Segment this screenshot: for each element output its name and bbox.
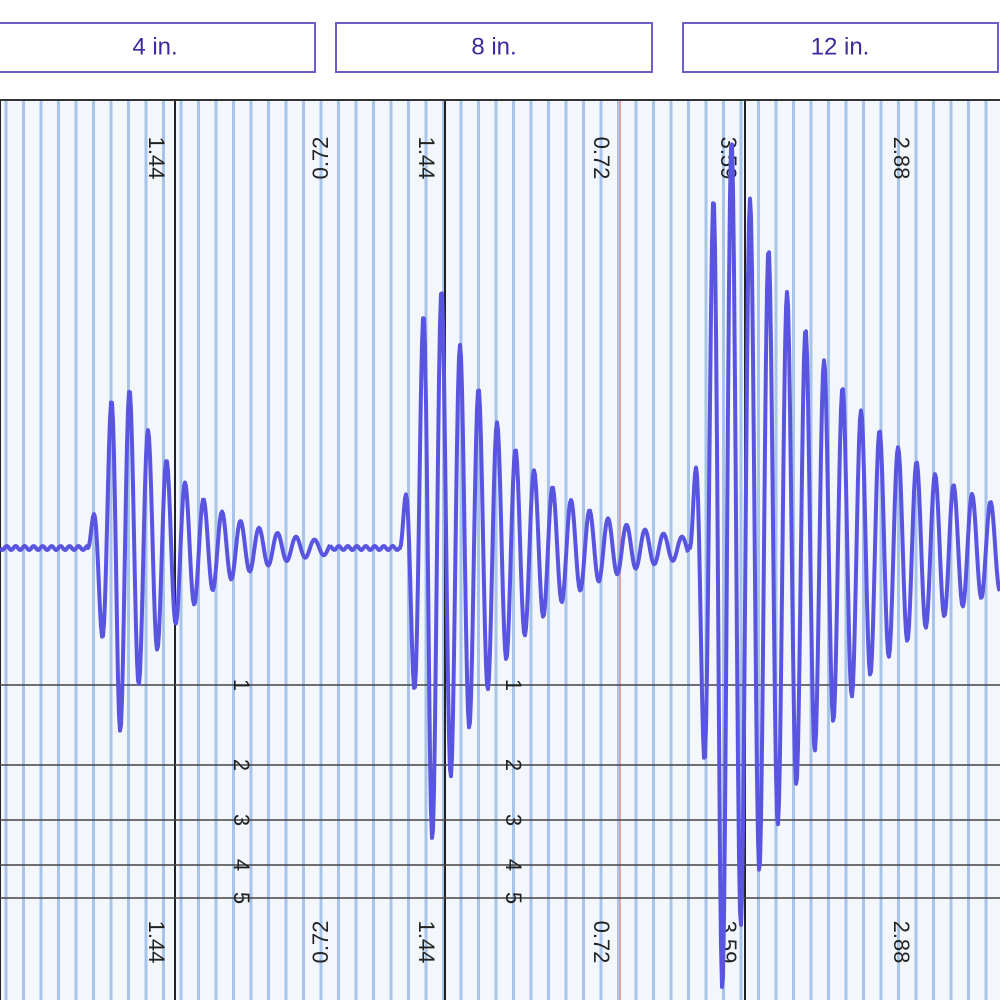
- tab-label[interactable]: 8 in.: [471, 33, 516, 60]
- top-label: 0.72: [589, 137, 614, 180]
- top-label: 1.44: [144, 137, 169, 180]
- tab[interactable]: [335, 22, 653, 73]
- bottom-label: 0.72: [308, 921, 333, 964]
- scale-label: 5: [229, 892, 254, 904]
- bottom-label: 1.44: [414, 921, 439, 964]
- scale-label: 2: [501, 759, 526, 771]
- scale-label: 1: [501, 679, 526, 691]
- tab[interactable]: [682, 22, 999, 73]
- waveform: [687, 142, 1000, 989]
- waveform-area: 1.44 0.72 1.44 0.72 1 2 3 4 5 1.44 0.72 1.44 0.72 1 2 3…: [0, 99, 1000, 1000]
- scale-label: 5: [501, 892, 526, 904]
- top-label: 1.44: [414, 137, 439, 180]
- waveform: [328, 291, 690, 840]
- top-label: 2.88: [889, 137, 914, 180]
- bottom-label: 2.88: [889, 921, 914, 964]
- bottom-label: 1.44: [144, 921, 169, 964]
- scale-label: 4: [229, 859, 254, 871]
- scale-label: 3: [229, 814, 254, 826]
- top-label: 0.72: [308, 137, 333, 180]
- scale-label: 4: [501, 859, 526, 871]
- tab-label[interactable]: 4 in.: [132, 33, 177, 60]
- bottom-label: 0.72: [589, 921, 614, 964]
- tab[interactable]: [0, 22, 316, 73]
- scale-label: 3: [501, 814, 526, 826]
- scale-label: 2: [229, 759, 254, 771]
- waveform: [0, 390, 332, 733]
- tab-label[interactable]: 12 in.: [811, 33, 870, 60]
- scale-label: 1: [229, 679, 254, 691]
